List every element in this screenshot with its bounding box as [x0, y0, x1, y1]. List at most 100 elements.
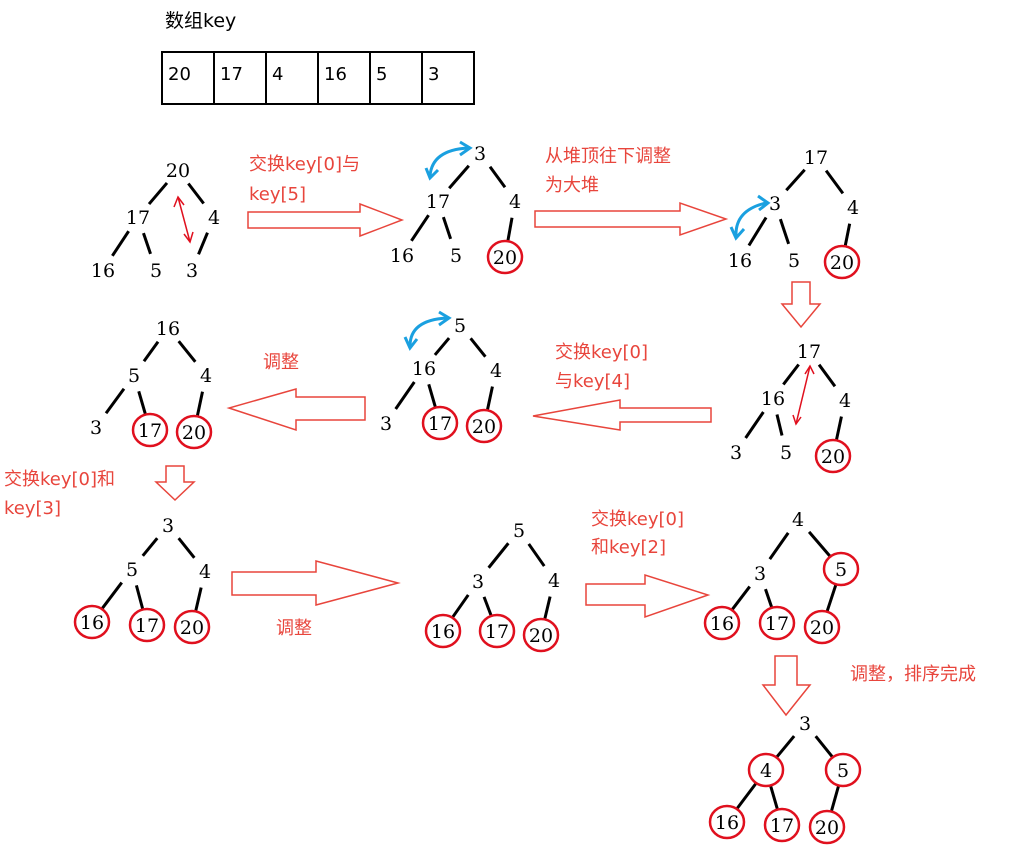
tree-edge — [394, 381, 416, 410]
tree-node: 4 — [792, 509, 804, 531]
tree-node: 16 — [80, 612, 104, 634]
arrow-left-2 — [226, 388, 366, 432]
tree-edge — [488, 165, 507, 189]
swap-arrow-2 — [792, 364, 815, 426]
tree-node: 17 — [428, 413, 452, 435]
tree-edge — [747, 216, 768, 247]
tree-edge — [736, 782, 757, 810]
tree-5: 5 16 4 3 17 20 — [380, 315, 503, 444]
sorted-ring — [424, 613, 462, 649]
tree-edge — [486, 386, 494, 410]
tree-node: 5 — [835, 559, 847, 581]
rotate-arrow-2 — [729, 194, 771, 241]
arrow-left-1 — [532, 399, 712, 431]
sorted-ring — [763, 807, 801, 843]
rotate-arrow-1 — [424, 140, 473, 181]
adjust-label-2: 调整 — [276, 618, 312, 639]
tree-node: 4 — [760, 760, 772, 782]
sorted-ring — [478, 613, 516, 649]
tree-node: 5 — [513, 520, 525, 542]
sorted-ring — [814, 438, 852, 474]
tree-2: 3 17 4 16 5 20 — [390, 143, 524, 275]
tree-edge — [142, 232, 152, 255]
tree-node: 16 — [761, 388, 785, 410]
rotate-arrow-3 — [403, 310, 452, 351]
tree-node: 5 — [450, 245, 462, 267]
tree-edge — [134, 585, 145, 609]
tree-edge — [101, 581, 123, 610]
tree-node: 3 — [162, 515, 174, 537]
tree-edge — [427, 383, 437, 408]
tree-node: 20 — [472, 416, 496, 438]
array-cells: 20 17 4 16 5 3 — [161, 51, 475, 105]
tree-node: 16 — [728, 250, 752, 272]
array-cell-value: 16 — [324, 64, 347, 85]
tree-node: 3 — [472, 571, 484, 593]
tree-edge — [817, 363, 837, 388]
tree-edge — [487, 542, 510, 569]
sorted-ring — [823, 244, 861, 280]
tree-7: 3 5 4 16 17 20 — [73, 515, 211, 645]
array-label: 数组key — [165, 10, 236, 32]
tree-node: 17 — [804, 147, 828, 169]
tree-node: 20 — [810, 617, 834, 639]
swap-0-5-line2: key[5] — [249, 184, 306, 205]
array-cell-value: 5 — [376, 64, 387, 85]
tree-node: 3 — [186, 260, 198, 282]
sorted-ring — [128, 607, 166, 643]
arrow-right-2 — [534, 201, 729, 237]
tree-node: 16 — [431, 621, 455, 643]
tree-edge — [825, 584, 838, 612]
tree-1: 20 17 4 16 5 3 — [91, 160, 220, 282]
tree-node: 3 — [769, 193, 781, 215]
sorted-ring — [803, 609, 841, 645]
adjust-label-1: 调整 — [263, 352, 299, 373]
swap-0-4-line1: 交换key[0] — [555, 342, 648, 363]
tree-node: 5 — [780, 442, 792, 464]
swap-0-5-line1: 交换key[0]与 — [249, 154, 360, 175]
tree-edge — [177, 340, 197, 363]
tree-edge — [824, 169, 845, 195]
tree-node: 4 — [548, 570, 560, 592]
sorted-ring — [131, 412, 169, 448]
tree-node: 3 — [730, 442, 742, 464]
tree-node: 4 — [509, 191, 521, 213]
array-cell-value: 3 — [428, 64, 439, 85]
tree-4: 17 16 4 3 5 20 — [730, 341, 852, 474]
array-cell — [213, 51, 267, 105]
tree-node: 20 — [180, 617, 204, 639]
tree-edge — [137, 390, 147, 415]
tree-node: 17 — [770, 815, 794, 837]
sorted-ring — [708, 804, 746, 840]
tree-edge — [482, 596, 493, 616]
tree-node: 20 — [529, 625, 553, 647]
sorted-ring — [703, 605, 741, 641]
tree-node: 16 — [156, 318, 180, 340]
tree-node: 5 — [128, 365, 140, 387]
tree-6: 16 5 4 3 17 20 — [90, 318, 213, 450]
tree-edge — [782, 363, 800, 386]
tree-node: 16 — [412, 358, 436, 380]
tree-node: 20 — [166, 160, 190, 182]
tree-8: 5 3 4 16 17 20 — [424, 520, 560, 653]
tree-edge — [441, 216, 453, 240]
tree-node: 20 — [830, 252, 854, 274]
tree-edge — [187, 182, 205, 205]
arrow-down-2 — [154, 465, 196, 502]
array-cell-value: 4 — [272, 64, 283, 85]
tree-edge — [785, 168, 806, 192]
tree-edge — [830, 785, 840, 812]
array-cell-value: 20 — [168, 64, 191, 85]
tree-edge — [543, 596, 552, 619]
tree-edge — [111, 230, 130, 257]
arrow-down-1 — [780, 281, 822, 329]
tree-edge — [142, 340, 160, 363]
tree-edge — [469, 337, 487, 358]
sorted-ring — [522, 617, 560, 653]
tree-edge — [814, 735, 834, 758]
tree-node: 4 — [200, 365, 212, 387]
tree-node: 4 — [208, 207, 220, 229]
array-cell — [369, 51, 423, 105]
tree-node: 20 — [182, 422, 206, 444]
